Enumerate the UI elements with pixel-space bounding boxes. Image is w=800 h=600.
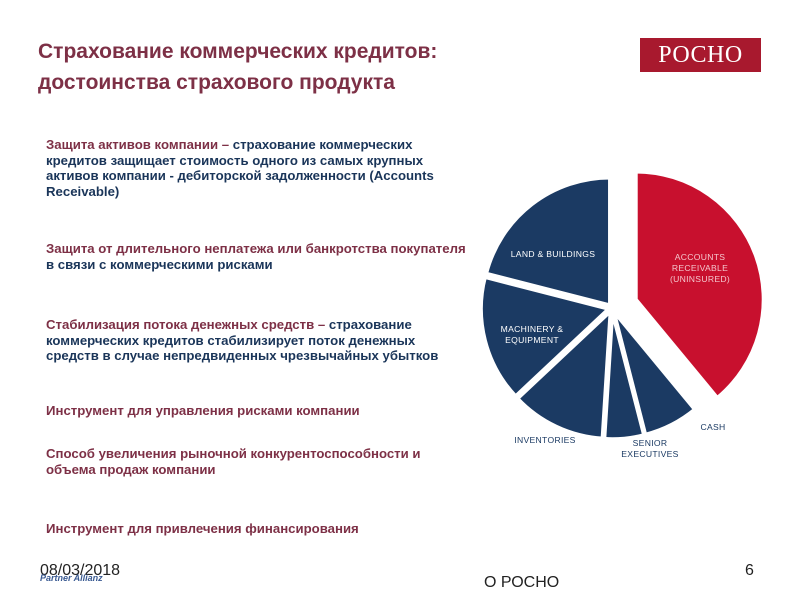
benefit-lead: Способ увеличения рыночной конкурентоспо…	[46, 446, 421, 477]
pie-slice-label: INVENTORIES	[514, 435, 575, 445]
pie-slice-label: SENIOR EXECUTIVES	[621, 438, 678, 459]
benefit-item: Стабилизация потока денежных средств – с…	[46, 317, 466, 364]
benefit-text: страхование коммерческих кредитов защища…	[46, 137, 434, 199]
pie-slice	[478, 274, 611, 399]
benefit-lead: Инструмент для привлечения финансировани…	[46, 521, 359, 536]
benefit-item: Защита активов компании – страхование ко…	[46, 137, 466, 199]
pie-slice-label-line: MACHINERY &	[501, 324, 564, 334]
pie-slice-label-line: INVENTORIES	[514, 435, 575, 445]
benefit-item: Инструмент для управления рисками компан…	[46, 403, 466, 419]
slide-title: Страхование коммерческих кредитов: досто…	[38, 36, 598, 98]
pie-slice-label-line: SENIOR	[633, 438, 668, 448]
pie-slice	[633, 169, 766, 401]
benefit-item: Способ увеличения рыночной конкурентоспо…	[46, 446, 466, 477]
slide-title-line-1: Страхование коммерческих кредитов:	[38, 40, 438, 63]
pie-slice-label-line: (UNINSURED)	[670, 274, 730, 284]
benefit-text: в связи с коммерческими рисками	[46, 256, 273, 272]
pie-slice-label-line: EXECUTIVES	[621, 449, 678, 459]
pie-slice-label: CASH	[700, 422, 725, 432]
benefit-lead: Защита от длительного неплатежа или банк…	[46, 241, 466, 256]
pie-slice-label-line: ACCOUNTS	[675, 252, 726, 262]
pie-slice-label-line: CASH	[700, 422, 725, 432]
rosno-logo: РОСНО	[640, 38, 761, 72]
pie-slice-label: MACHINERY & EQUIPMENT	[501, 324, 564, 345]
pie-slice-label-line: EQUIPMENT	[505, 335, 559, 345]
partner-brand: Partner Allianz	[40, 573, 103, 583]
pie-slice	[515, 308, 613, 441]
benefit-lead: Стабилизация потока денежных средств –	[46, 317, 329, 332]
pie-slice-label: LAND & BUILDINGS	[511, 249, 596, 259]
footer-date: 08/03/2018	[40, 562, 121, 579]
benefit-item: Защита от длительного неплатежа или банк…	[46, 241, 466, 272]
slide-number: 6	[745, 562, 754, 579]
benefit-lead: Защита активов компании –	[46, 137, 233, 152]
partner-brand-text: Partner Allianz	[40, 573, 103, 583]
footer-company: О РОСНО	[484, 574, 560, 591]
pie-slice-label: ACCOUNTS RECEIVABLE (UNINSURED)	[670, 252, 730, 284]
benefit-text: страхование коммерческих кредитов стабил…	[46, 317, 439, 364]
slide-title-line-2: достоинства страхового продукта	[38, 71, 395, 94]
pie-slice	[484, 175, 613, 308]
pie-slice-label-line: RECEIVABLE	[672, 263, 728, 273]
benefit-lead: Инструмент для управления рисками компан…	[46, 403, 360, 418]
benefit-item: Инструмент для привлечения финансировани…	[46, 521, 466, 537]
pie-slice-label-line: LAND & BUILDINGS	[511, 249, 596, 259]
